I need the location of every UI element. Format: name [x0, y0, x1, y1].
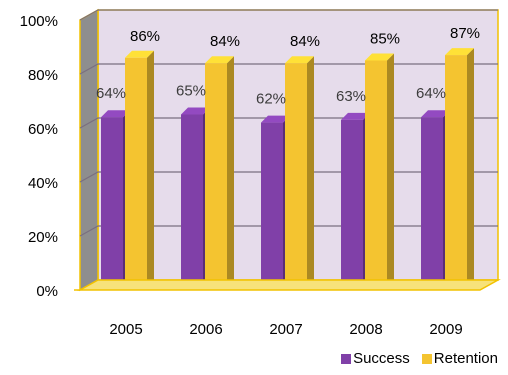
gridline	[79, 9, 498, 21]
legend: Success Retention	[341, 350, 498, 367]
bar-front	[261, 122, 283, 290]
y-tick-label: 0%	[36, 283, 58, 300]
bar-retention-2009	[445, 48, 474, 290]
bar-retention-2008	[365, 53, 394, 290]
legend-item-retention: Retention	[421, 350, 498, 367]
bar-side	[467, 48, 474, 290]
legend-swatch-success	[341, 353, 352, 364]
bar-front	[285, 63, 307, 291]
x-tick-label: 2005	[109, 321, 142, 338]
data-label-retention: 86%	[130, 28, 160, 45]
legend-swatch-retention	[421, 353, 432, 364]
legend-item-success: Success	[341, 350, 410, 367]
y-tick-label: 100%	[20, 13, 58, 30]
y-tick-labels: 0% 20% 40% 60% 80% 100%	[20, 13, 58, 300]
y-tick-label: 40%	[28, 175, 58, 192]
bar-top	[101, 110, 130, 118]
bar-front	[445, 55, 467, 290]
y-tick-label: 20%	[28, 229, 58, 246]
bar-front	[421, 117, 443, 290]
data-label-retention: 87%	[450, 25, 480, 42]
legend-label-retention: Retention	[433, 350, 498, 367]
y-tick-label: 60%	[28, 121, 58, 138]
bar-top	[421, 110, 450, 118]
bar-side	[147, 50, 154, 290]
bar-top	[261, 115, 290, 123]
bar-side	[307, 56, 314, 291]
data-label-success: 64%	[96, 85, 126, 102]
data-label-success: 64%	[416, 85, 446, 102]
bar-top	[125, 50, 154, 58]
data-label-retention: 84%	[290, 33, 320, 50]
side-wall	[79, 8, 99, 292]
gridline	[79, 63, 498, 75]
plot-floor	[74, 279, 501, 291]
bar-top	[445, 48, 474, 56]
bar-retention-2006	[205, 56, 234, 291]
bar-front	[205, 63, 227, 291]
bar-front	[181, 114, 203, 290]
x-tick-labels: 2005 2006 2007 2008 2009	[109, 321, 462, 338]
bar-top	[181, 107, 210, 115]
x-tick-label: 2009	[429, 321, 462, 338]
bars	[101, 48, 474, 291]
bar-top	[365, 53, 394, 61]
bar-top	[285, 56, 314, 64]
legend-label-success: Success	[353, 350, 410, 367]
data-label-retention: 85%	[370, 31, 400, 48]
bar-front	[341, 119, 363, 291]
bar-top	[205, 56, 234, 64]
bar-front	[365, 60, 387, 290]
floor-plane	[77, 279, 501, 291]
bar-side	[227, 56, 234, 291]
bar-front	[125, 57, 147, 290]
bar-side	[387, 53, 394, 290]
data-label-success: 62%	[256, 91, 286, 108]
data-labels: 64% 86% 65% 84% 62% 84% 63% 85% 64% 87%	[96, 25, 480, 108]
bar-front	[101, 117, 123, 290]
x-tick-label: 2008	[349, 321, 382, 338]
data-label-success: 65%	[176, 83, 206, 100]
data-label-success: 63%	[336, 88, 366, 105]
bar-retention-2007	[285, 56, 314, 291]
y-tick-label: 80%	[28, 67, 58, 84]
data-label-retention: 84%	[210, 33, 240, 50]
bar-top	[341, 112, 370, 120]
x-tick-label: 2007	[269, 321, 302, 338]
bar-retention-2005	[125, 50, 154, 290]
x-tick-label: 2006	[189, 321, 222, 338]
